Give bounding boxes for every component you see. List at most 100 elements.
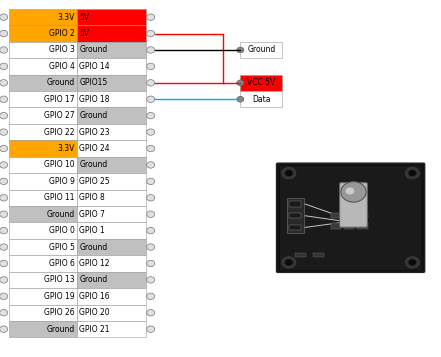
FancyBboxPatch shape	[9, 206, 77, 222]
FancyBboxPatch shape	[9, 140, 77, 157]
FancyBboxPatch shape	[77, 190, 146, 206]
Circle shape	[147, 145, 155, 152]
Text: GPIO 6: GPIO 6	[49, 259, 75, 268]
Text: GPIO 7: GPIO 7	[79, 210, 105, 219]
FancyBboxPatch shape	[280, 166, 421, 270]
Circle shape	[0, 211, 7, 217]
Text: 3.3V: 3.3V	[58, 144, 75, 153]
FancyBboxPatch shape	[77, 42, 146, 58]
Circle shape	[405, 167, 419, 179]
FancyBboxPatch shape	[9, 321, 77, 337]
FancyBboxPatch shape	[77, 272, 146, 288]
Text: GPIO 11: GPIO 11	[45, 193, 75, 202]
Circle shape	[147, 129, 155, 135]
Circle shape	[0, 195, 7, 201]
FancyBboxPatch shape	[77, 288, 146, 305]
Text: 5V: 5V	[79, 29, 90, 38]
Text: 5V: 5V	[79, 12, 90, 22]
FancyBboxPatch shape	[9, 239, 77, 255]
Circle shape	[147, 244, 155, 250]
FancyBboxPatch shape	[344, 213, 355, 218]
Text: GPIO 14: GPIO 14	[79, 62, 110, 71]
Circle shape	[147, 162, 155, 168]
Circle shape	[0, 80, 7, 86]
Circle shape	[0, 227, 7, 234]
Circle shape	[0, 178, 7, 185]
Circle shape	[147, 96, 155, 102]
FancyBboxPatch shape	[77, 206, 146, 222]
Circle shape	[147, 47, 155, 53]
FancyBboxPatch shape	[77, 58, 146, 75]
FancyBboxPatch shape	[9, 75, 77, 91]
Text: GPIO 9: GPIO 9	[49, 177, 75, 186]
FancyBboxPatch shape	[344, 223, 355, 229]
Circle shape	[408, 259, 416, 266]
Circle shape	[0, 277, 7, 283]
Circle shape	[282, 167, 296, 179]
Text: GPIO 24: GPIO 24	[79, 144, 110, 153]
Text: GPIO 25: GPIO 25	[79, 177, 110, 186]
Circle shape	[147, 178, 155, 185]
Circle shape	[282, 257, 296, 268]
Circle shape	[408, 170, 416, 176]
Circle shape	[0, 30, 7, 37]
Circle shape	[147, 30, 155, 37]
Circle shape	[147, 195, 155, 201]
FancyBboxPatch shape	[77, 222, 146, 239]
FancyBboxPatch shape	[77, 239, 146, 255]
Circle shape	[237, 96, 244, 102]
Circle shape	[405, 257, 419, 268]
Circle shape	[237, 80, 244, 86]
FancyBboxPatch shape	[9, 173, 77, 190]
Circle shape	[285, 259, 293, 266]
FancyBboxPatch shape	[9, 190, 77, 206]
Text: GPIO 23: GPIO 23	[79, 127, 110, 137]
Text: VCC 5V: VCC 5V	[247, 78, 276, 87]
Circle shape	[0, 63, 7, 70]
FancyBboxPatch shape	[9, 255, 77, 272]
Text: GPIO 10: GPIO 10	[45, 160, 75, 170]
Text: Ground: Ground	[79, 242, 108, 252]
FancyBboxPatch shape	[9, 305, 77, 321]
Circle shape	[0, 145, 7, 152]
FancyBboxPatch shape	[77, 75, 146, 91]
Circle shape	[147, 14, 155, 20]
Text: Ground: Ground	[79, 275, 108, 285]
FancyBboxPatch shape	[9, 107, 77, 124]
FancyBboxPatch shape	[77, 9, 146, 25]
Circle shape	[147, 63, 155, 70]
FancyBboxPatch shape	[340, 183, 367, 227]
Text: GPIO 4: GPIO 4	[49, 62, 75, 71]
Text: GPIO 21: GPIO 21	[79, 325, 110, 334]
Circle shape	[0, 14, 7, 20]
Circle shape	[0, 47, 7, 53]
Circle shape	[0, 260, 7, 267]
FancyBboxPatch shape	[240, 75, 282, 91]
Text: Ground: Ground	[79, 111, 108, 120]
FancyBboxPatch shape	[9, 157, 77, 173]
Circle shape	[341, 182, 366, 202]
FancyBboxPatch shape	[289, 225, 301, 230]
FancyBboxPatch shape	[9, 222, 77, 239]
FancyBboxPatch shape	[240, 42, 282, 58]
Text: GPIO 22: GPIO 22	[45, 127, 75, 137]
Text: Ground: Ground	[47, 210, 75, 219]
Text: 3.3V: 3.3V	[58, 12, 75, 22]
FancyBboxPatch shape	[9, 288, 77, 305]
Circle shape	[0, 326, 7, 332]
Circle shape	[147, 80, 155, 86]
FancyBboxPatch shape	[9, 124, 77, 140]
Text: GPIO 27: GPIO 27	[45, 111, 75, 120]
Circle shape	[147, 112, 155, 119]
FancyBboxPatch shape	[77, 124, 146, 140]
Text: GPIO 3: GPIO 3	[49, 45, 75, 55]
FancyBboxPatch shape	[9, 9, 77, 25]
Text: GPIO 16: GPIO 16	[79, 292, 110, 301]
FancyBboxPatch shape	[9, 42, 77, 58]
Circle shape	[147, 277, 155, 283]
Circle shape	[147, 293, 155, 300]
Text: GPIO 5: GPIO 5	[49, 242, 75, 252]
FancyBboxPatch shape	[331, 213, 341, 218]
Circle shape	[0, 310, 7, 316]
Text: Ground: Ground	[79, 45, 108, 55]
